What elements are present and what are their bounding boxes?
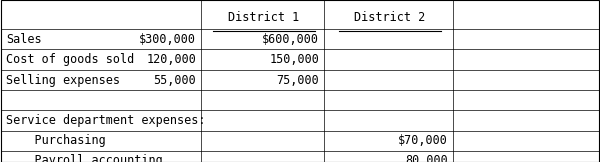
- Text: District 1: District 1: [229, 11, 299, 23]
- Text: 150,000: 150,000: [269, 53, 319, 66]
- Text: $300,000: $300,000: [139, 33, 196, 46]
- Text: 55,000: 55,000: [154, 74, 196, 87]
- Text: 75,000: 75,000: [277, 74, 319, 87]
- Text: Sales: Sales: [6, 33, 41, 46]
- Text: Service department expenses:: Service department expenses:: [6, 114, 205, 127]
- Text: Purchasing: Purchasing: [6, 134, 106, 147]
- Text: Selling expenses: Selling expenses: [6, 74, 120, 87]
- Text: Payroll accounting: Payroll accounting: [6, 154, 163, 162]
- Text: 80,000: 80,000: [406, 154, 448, 162]
- Text: $600,000: $600,000: [262, 33, 319, 46]
- Text: 120,000: 120,000: [146, 53, 196, 66]
- Text: $70,000: $70,000: [398, 134, 448, 147]
- Text: Cost of goods sold: Cost of goods sold: [6, 53, 134, 66]
- Text: District 2: District 2: [355, 11, 425, 23]
